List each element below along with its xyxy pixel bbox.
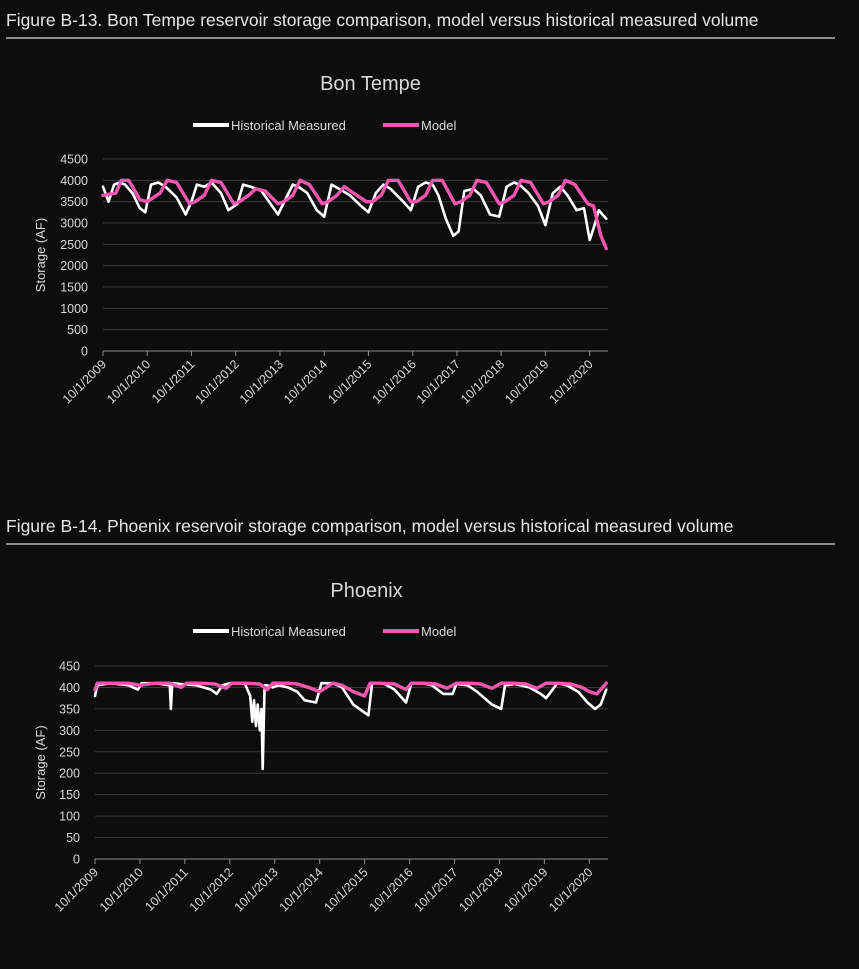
phoenix-xtick-10-1-2012: 10/1/2012 — [187, 865, 236, 914]
bon-tempe-xtick-10-1-2011: 10/1/2011 — [149, 357, 198, 406]
bon-tempe-ytick-4500: 4500 — [60, 153, 88, 167]
bon-tempe-xtick-10-1-2010: 10/1/2010 — [104, 357, 153, 406]
phoenix-ytick-350: 350 — [59, 702, 80, 716]
bon-tempe-ytick-4000: 4000 — [60, 174, 88, 188]
phoenix-xtick-10-1-2020: 10/1/2020 — [546, 865, 595, 914]
phoenix-chart: Phoenix Historical Measured Model 0 50 100 150… — [33, 580, 608, 914]
phoenix-ytick-50: 50 — [66, 831, 80, 845]
bon-tempe-series-model — [101, 178, 608, 251]
bon-tempe-ytick-500: 500 — [67, 323, 88, 337]
phoenix-ytick-250: 250 — [59, 745, 80, 759]
bon-tempe-ytick-3500: 3500 — [60, 195, 88, 209]
phoenix-series-historical-measured — [93, 681, 608, 771]
bon-tempe-xtick-10-1-2015: 10/1/2015 — [325, 357, 374, 406]
bon-tempe-xtick-10-1-2020: 10/1/2020 — [547, 357, 596, 406]
bon-tempe-chart: Bon Tempe Historical Measured Model 0 500 100… — [33, 73, 608, 406]
phoenix-legend-label-model: Model — [421, 624, 457, 639]
bon-tempe-xtick-10-1-2009: 10/1/2009 — [60, 357, 109, 406]
bon-tempe-xtick-10-1-2016: 10/1/2016 — [370, 357, 419, 406]
phoenix-xtick-10-1-2016: 10/1/2016 — [367, 865, 416, 914]
phoenix-xtick-10-1-2009: 10/1/2009 — [52, 865, 101, 914]
phoenix-legend-label-historical-measured: Historical Measured — [231, 624, 346, 639]
phoenix-ytick-0: 0 — [73, 853, 80, 867]
phoenix-xtick-10-1-2011: 10/1/2011 — [142, 865, 191, 914]
bon-tempe-xtick-10-1-2019: 10/1/2019 — [502, 357, 551, 406]
phoenix-xtick-10-1-2019: 10/1/2019 — [501, 865, 550, 914]
phoenix-xtick-10-1-2010: 10/1/2010 — [97, 865, 146, 914]
bon-tempe-ytick-2500: 2500 — [60, 238, 88, 252]
phoenix-ytick-100: 100 — [59, 810, 80, 824]
bon-tempe-xtick-10-1-2017: 10/1/2017 — [414, 357, 463, 406]
bon-tempe-xtick-10-1-2014: 10/1/2014 — [281, 357, 330, 406]
phoenix-xtick-10-1-2017: 10/1/2017 — [411, 865, 460, 914]
phoenix-series-model — [93, 681, 608, 698]
bon-tempe-y-axis-label: Storage (AF) — [33, 218, 48, 292]
phoenix-ytick-450: 450 — [59, 660, 80, 674]
bon-tempe-xtick-10-1-2018: 10/1/2018 — [458, 357, 507, 406]
phoenix-y-axis-label: Storage (AF) — [33, 725, 48, 799]
bon-tempe-legend-label-historical-measured: Historical Measured — [231, 118, 346, 133]
bon-tempe-xtick-10-1-2012: 10/1/2012 — [193, 357, 242, 406]
bon-tempe-chart-title: Bon Tempe — [320, 73, 421, 95]
phoenix-ytick-400: 400 — [59, 681, 80, 695]
phoenix-ytick-200: 200 — [59, 767, 80, 781]
bon-tempe-ytick-1500: 1500 — [60, 281, 88, 295]
phoenix-xtick-10-1-2013: 10/1/2013 — [232, 865, 281, 914]
bon-tempe-legend-label-model: Model — [421, 118, 457, 133]
bon-tempe-ytick-3000: 3000 — [60, 217, 88, 231]
phoenix-chart-title: Phoenix — [330, 580, 402, 602]
bon-tempe-ytick-0: 0 — [81, 345, 88, 359]
phoenix-ytick-300: 300 — [59, 724, 80, 738]
bon-tempe-xtick-10-1-2013: 10/1/2013 — [237, 357, 286, 406]
phoenix-xtick-10-1-2014: 10/1/2014 — [277, 865, 326, 914]
phoenix-xtick-10-1-2018: 10/1/2018 — [456, 865, 505, 914]
figure-b13-caption: Figure B-13. Bon Tempe reservoir storage… — [6, 10, 835, 39]
phoenix-ytick-150: 150 — [59, 788, 80, 802]
bon-tempe-series-historical-measured — [101, 181, 608, 242]
bon-tempe-ytick-2000: 2000 — [60, 259, 88, 273]
figure-b14-caption: Figure B-14. Phoenix reservoir storage c… — [6, 516, 835, 545]
bon-tempe-ytick-1000: 1000 — [60, 302, 88, 316]
phoenix-xtick-10-1-2015: 10/1/2015 — [322, 865, 371, 914]
